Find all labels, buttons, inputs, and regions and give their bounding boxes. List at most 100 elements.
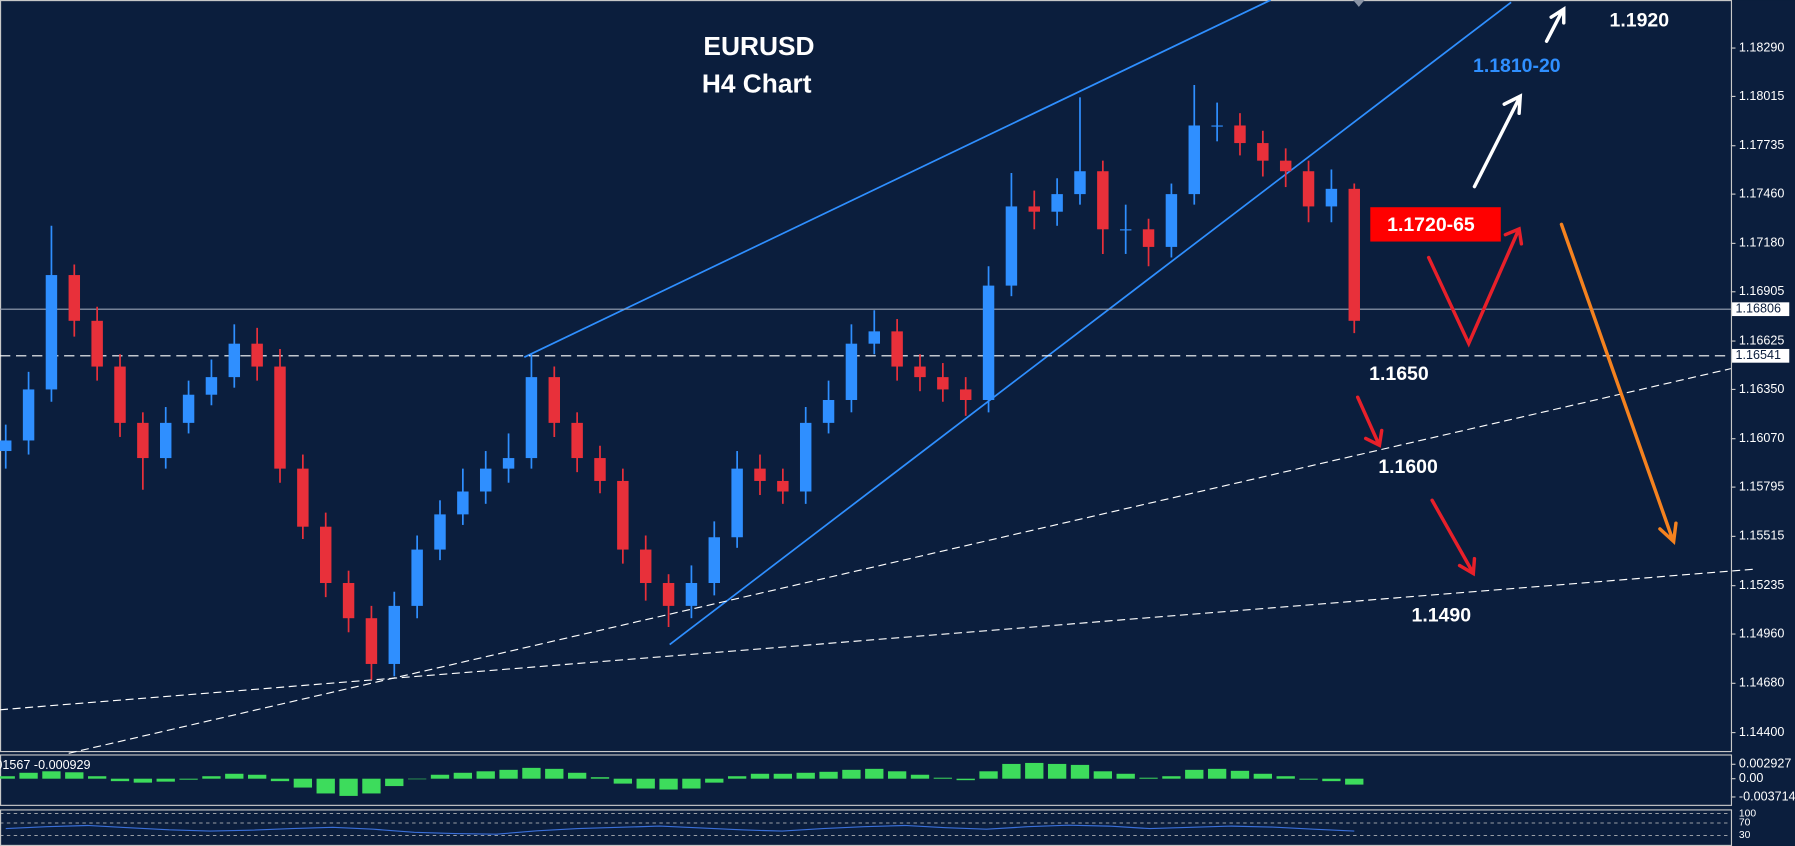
arrows [1355, 6, 1678, 577]
macd-bar [682, 778, 701, 789]
level-label: 1.1600 [1378, 456, 1438, 478]
y-tick-label: 1.15795 [1739, 479, 1784, 493]
candle-body [0, 440, 12, 452]
y-tick-label: 1.16625 [1739, 333, 1784, 347]
rsi-line [5, 824, 1355, 835]
y-tick-label: 1.18015 [1739, 89, 1784, 103]
macd-bar [1116, 773, 1135, 779]
candle-body [479, 468, 492, 492]
candle-body [548, 377, 561, 423]
arrow-down-red-2 [1430, 498, 1477, 577]
scroll-marker [1353, 0, 1365, 7]
macd-bar [1345, 778, 1364, 785]
candle-body [1051, 194, 1063, 212]
macd-bar [1230, 770, 1250, 779]
candle-body [137, 422, 149, 459]
macd-bar [796, 772, 815, 779]
macd-bar [1276, 776, 1295, 779]
macd-bar [522, 767, 541, 779]
candle-body [68, 275, 81, 321]
candle-body [1142, 229, 1155, 247]
candle-body [1348, 188, 1360, 321]
macd-pane-frame [0, 754, 1733, 806]
macd-bar [339, 778, 358, 796]
y-tick-label: 30 [1739, 830, 1751, 841]
macd-bar [179, 778, 198, 780]
macd-bar [956, 778, 975, 781]
macd-bar [407, 778, 427, 780]
macd-bar [1025, 762, 1044, 779]
candle-body [457, 491, 469, 515]
macd-bar [865, 768, 884, 779]
chart-subtitle: H4 Chart [702, 69, 812, 99]
macd-bar [545, 768, 564, 779]
macd-bar [225, 773, 244, 779]
y-tick-label: 0.00 [1739, 771, 1763, 785]
y-tick-label: 1.15515 [1739, 529, 1784, 543]
y-tick-label: 1.14400 [1739, 725, 1784, 739]
macd-bar [19, 772, 38, 779]
macd-bar [910, 774, 930, 779]
macd-bar [476, 771, 495, 779]
level-label: 1.1490 [1412, 605, 1472, 627]
candle-body [1188, 125, 1200, 195]
macd-bar [293, 778, 313, 788]
candle-body [114, 366, 126, 423]
macd-bar [567, 772, 587, 779]
macd-bar [1253, 773, 1272, 779]
candle-body [1074, 171, 1086, 195]
candle-body [685, 583, 698, 606]
price-label: 1.16806 [1735, 302, 1780, 316]
candle-body [1234, 125, 1246, 144]
candle-body [1302, 171, 1315, 207]
candle-body [502, 458, 515, 469]
macd-bar [453, 772, 473, 779]
macd-bar [659, 778, 678, 790]
candle-body [1165, 194, 1178, 247]
y-tick-label: 0.002927 [1739, 757, 1791, 771]
candle-body [1279, 160, 1292, 172]
y-tick-label: 1.14680 [1739, 676, 1784, 690]
candle-body [708, 537, 721, 584]
candle-body [822, 399, 835, 423]
macd-bar [1093, 771, 1112, 779]
candle-body [845, 343, 858, 400]
y-tick-label: 1.17460 [1739, 186, 1784, 200]
y-tick-label: 1.18290 [1739, 40, 1784, 54]
macd-bar [1185, 769, 1204, 779]
macd-bar [42, 771, 61, 779]
main-pane-frame [0, 0, 1733, 753]
macd-bar [887, 771, 907, 779]
macd-label: 01567 -0.000929 [0, 758, 91, 772]
y-tick-label: -0.003714 [1739, 789, 1795, 803]
candle-body [617, 480, 629, 550]
y-tick-label: 1.17180 [1739, 236, 1784, 250]
support-line-mid [68, 368, 1732, 754]
candle-body [1211, 125, 1223, 127]
candle-body [45, 275, 58, 390]
support-line-low [0, 568, 1758, 711]
arrow-down-red [1355, 395, 1384, 448]
candle-body [274, 366, 286, 469]
candle-body [662, 583, 675, 606]
candle-body [982, 285, 995, 400]
candle-body [205, 377, 218, 395]
y-tick-label: 1.16350 [1739, 382, 1784, 396]
candle-body [571, 422, 583, 459]
level-label: 1.1720-65 [1387, 214, 1475, 236]
macd-bar [1139, 777, 1158, 779]
macd-bar [705, 778, 724, 783]
macd-bar [773, 773, 793, 779]
candle-body [159, 422, 172, 459]
y-tick-label: 70 [1739, 818, 1751, 829]
macd-bar [1207, 768, 1227, 779]
annotations: EURUSD H4 Chart 1.1920 1.1810-20 1.1720-… [0, 9, 1669, 772]
arrow-up-white-small [1544, 6, 1566, 43]
macd-bar [362, 778, 381, 794]
candle-body [297, 468, 309, 527]
macd-bar [727, 776, 747, 779]
macd-bar [1162, 776, 1181, 779]
level-label: 1.1920 [1610, 9, 1670, 31]
macd-bar [385, 778, 404, 787]
